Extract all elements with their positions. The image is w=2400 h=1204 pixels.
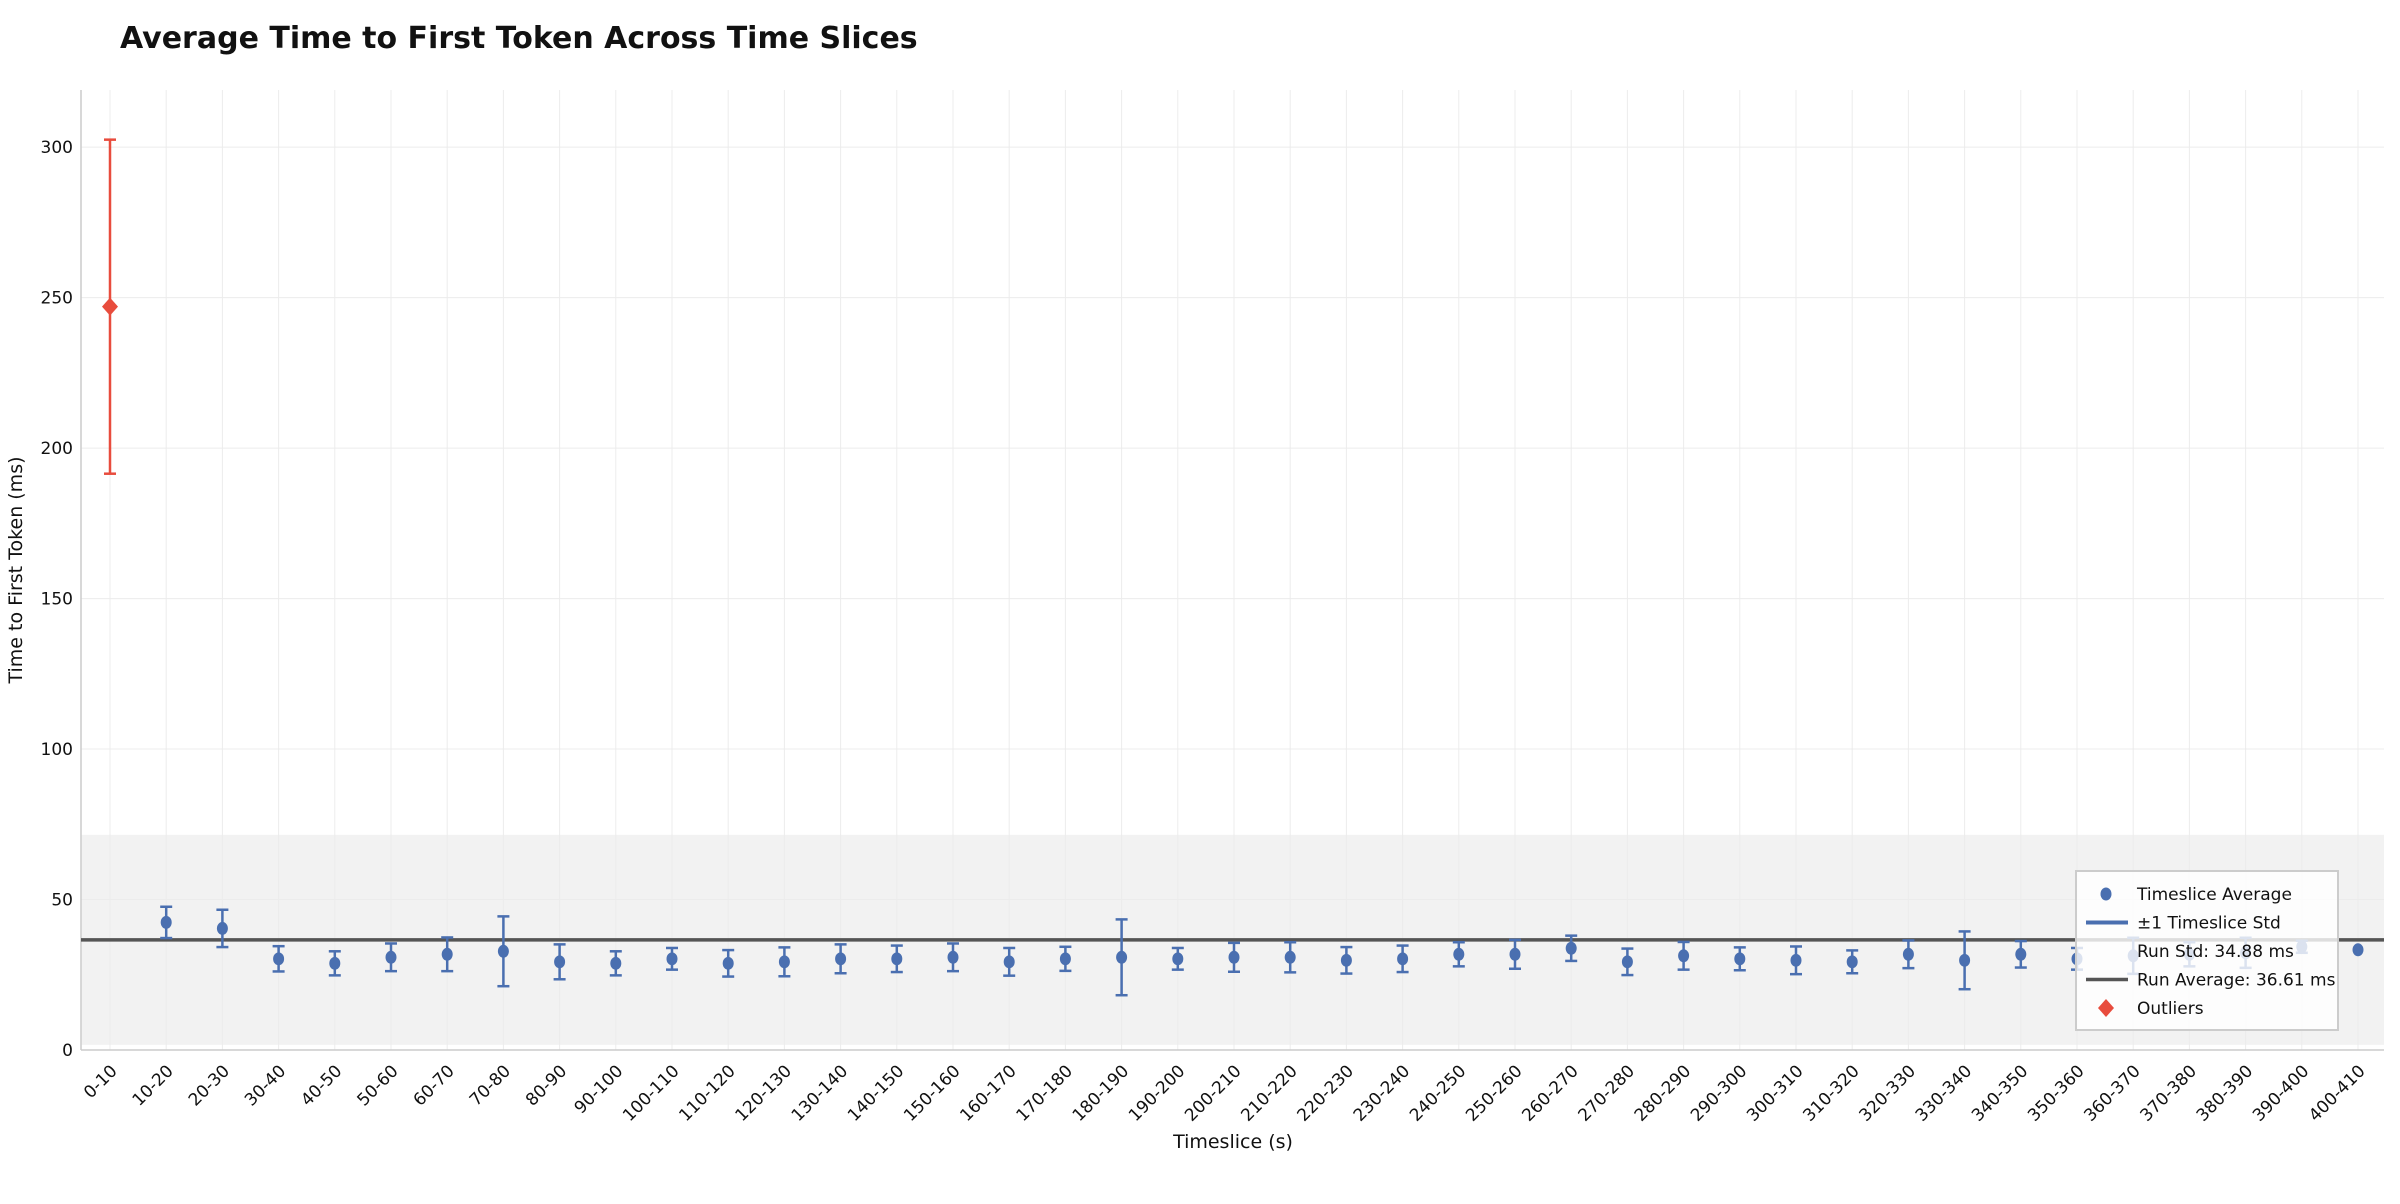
x-axis-label: Timeslice (s) <box>1172 1131 1293 1153</box>
x-tick-label: 370-380 <box>2137 1061 2201 1125</box>
y-tick-label: 250 <box>41 289 73 309</box>
x-tick-label: 70-80 <box>466 1061 515 1110</box>
data-point <box>1678 949 1690 963</box>
x-tick-label: 170-180 <box>1013 1061 1077 1125</box>
x-tick-label: 300-310 <box>1743 1061 1807 1125</box>
data-point <box>1453 947 1465 961</box>
data-point <box>216 921 228 935</box>
y-tick-label: 300 <box>41 138 73 158</box>
x-tick-label: 110-120 <box>675 1061 739 1125</box>
data-point <box>2352 943 2364 957</box>
x-tick-label: 60-70 <box>410 1061 459 1110</box>
data-point <box>1734 952 1746 966</box>
data-point <box>610 956 622 970</box>
data-point <box>160 915 172 929</box>
data-point <box>1003 955 1015 969</box>
data-point <box>1565 941 1577 955</box>
legend-label: Run Average: 36.61 ms <box>2137 971 2336 991</box>
legend-outlier-icon <box>2098 999 2114 1017</box>
y-tick-label: 50 <box>51 891 73 911</box>
x-tick-label: 220-230 <box>1294 1061 1358 1125</box>
data-point <box>1340 953 1352 967</box>
x-tick-label: 80-90 <box>522 1061 571 1110</box>
x-tick-label: 140-150 <box>844 1061 908 1125</box>
x-tick-label: 390-400 <box>2249 1061 2313 1125</box>
x-tick-label: 20-30 <box>185 1061 234 1110</box>
x-tick-label: 100-110 <box>619 1061 683 1125</box>
x-tick-label: 90-100 <box>571 1061 628 1118</box>
x-tick-label: 50-60 <box>353 1061 402 1110</box>
data-point <box>835 952 847 966</box>
x-tick-label: 320-330 <box>1856 1061 1920 1125</box>
y-axis-label: Time to First Token (ms) <box>5 456 27 684</box>
data-point <box>1172 952 1184 966</box>
data-point <box>947 950 959 964</box>
x-tick-label: 290-300 <box>1687 1061 1751 1125</box>
y-tick-label: 150 <box>41 590 73 610</box>
data-point <box>1902 947 1914 961</box>
data-point <box>441 947 453 961</box>
x-tick-label: 30-40 <box>241 1061 290 1110</box>
x-tick-label: 210-220 <box>1237 1061 1301 1125</box>
y-tick-label: 100 <box>41 740 73 760</box>
data-point <box>1509 947 1521 961</box>
x-tick-label: 280-290 <box>1631 1061 1695 1125</box>
x-tick-label: 120-130 <box>732 1061 796 1125</box>
x-tick-label: 150-160 <box>900 1061 964 1125</box>
legend-point-icon <box>2100 887 2112 901</box>
data-point <box>385 950 397 964</box>
data-point <box>666 952 678 966</box>
data-point <box>1284 950 1296 964</box>
y-tick-label: 0 <box>62 1041 73 1061</box>
x-tick-label: 360-370 <box>2080 1061 2144 1125</box>
data-point <box>1228 950 1240 964</box>
legend-label: Timeslice Average <box>2136 885 2292 905</box>
x-tick-label: 250-260 <box>1462 1061 1526 1125</box>
x-tick-label: 270-280 <box>1575 1061 1639 1125</box>
x-tick-label: 310-320 <box>1799 1061 1863 1125</box>
x-tick-label: 350-360 <box>2024 1061 2088 1125</box>
x-tick-label: 40-50 <box>297 1061 346 1110</box>
x-tick-label: 260-270 <box>1518 1061 1582 1125</box>
legend-label: ±1 Timeslice Std <box>2137 914 2281 934</box>
y-tick-label: 200 <box>41 439 73 459</box>
legend-label: Outliers <box>2137 999 2204 1019</box>
x-tick-label: 10-20 <box>129 1061 178 1110</box>
x-tick-label: 340-350 <box>1968 1061 2032 1125</box>
data-point <box>1790 953 1802 967</box>
data-point <box>778 955 790 969</box>
x-tick-label: 240-250 <box>1406 1061 1470 1125</box>
x-tick-label: 230-240 <box>1350 1061 1414 1125</box>
chart-title: Average Time to First Token Across Time … <box>120 21 918 56</box>
legend: Timeslice Average ±1 Timeslice Std Run Std… <box>2075 870 2339 1031</box>
x-tick-label: 180-190 <box>1069 1061 1133 1125</box>
data-point <box>329 956 341 970</box>
data-point <box>554 955 566 969</box>
x-tick-label: 200-210 <box>1181 1061 1245 1125</box>
data-point <box>497 944 509 958</box>
data-point <box>891 952 903 966</box>
data-point <box>1116 950 1128 964</box>
x-tick-label: 330-340 <box>1912 1061 1976 1125</box>
data-point <box>1621 955 1633 969</box>
data-point <box>722 956 734 970</box>
data-point <box>273 952 285 966</box>
x-tick-label: 130-140 <box>788 1061 852 1125</box>
x-tick-label: 190-200 <box>1125 1061 1189 1125</box>
plot-area: 0 50 100 150 200 250 300 0-10 10-20 20-30 30-40 40-… <box>41 90 2384 1126</box>
x-tick-label: 160-170 <box>956 1061 1020 1125</box>
x-tick-label: 400-410 <box>2305 1061 2369 1125</box>
data-point <box>1397 952 1409 966</box>
data-point <box>2015 947 2027 961</box>
outlier-point <box>102 297 118 316</box>
data-point <box>1846 955 1858 969</box>
data-point <box>1959 953 1971 967</box>
x-tick-label: 0-10 <box>80 1061 121 1102</box>
x-tick-label: 380-390 <box>2193 1061 2257 1125</box>
data-point <box>1059 952 1071 966</box>
legend-label: Run Std: 34.88 ms <box>2137 942 2294 962</box>
legend-box <box>2075 870 2339 1031</box>
